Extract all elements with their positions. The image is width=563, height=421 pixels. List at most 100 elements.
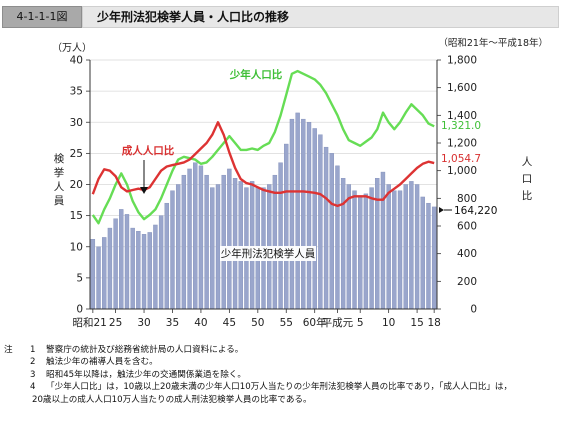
bar (215, 184, 221, 310)
bar (210, 187, 215, 310)
note-item: 2 触法少年の補導人員を含む。 (4, 356, 559, 368)
bar (284, 143, 289, 310)
end-value-bars: 164,220 (454, 205, 497, 217)
right-tick-label: 600 (457, 221, 477, 233)
note-number: 2 (30, 357, 36, 368)
left-tick-label: 25 (70, 148, 83, 160)
x-tick-label: 平成元 (322, 317, 354, 329)
bar (232, 178, 238, 310)
bar (170, 190, 175, 310)
bar (426, 202, 431, 310)
left-axis-title-char: 検 (54, 152, 65, 165)
bar (346, 184, 352, 310)
note-item: 4 「少年人口比」は，10歳以上20歳未満の少年人口10万人当たりの少年刑法犯検… (4, 381, 559, 393)
right-tick-label: 200 (457, 276, 477, 288)
left-tick-label: 35 (70, 86, 83, 98)
bar (329, 153, 334, 310)
right-axis-title-char: 人 (522, 156, 533, 168)
bar (431, 206, 437, 310)
bar (90, 239, 96, 310)
right-tick-label: 1,400 (447, 110, 477, 122)
bar (249, 181, 255, 310)
x-tick-label: 15 (410, 317, 423, 329)
bar (295, 112, 300, 310)
line-series-layer (91, 69, 435, 225)
labels-layer: （万人） （昭和21年～平成18年）検挙人員人口比少年人口比成人人口比少年刑法犯検… (52, 37, 548, 261)
x-tick-label: 30 (137, 317, 150, 329)
period-note: （昭和21年～平成18年） (438, 37, 548, 49)
note-number: 3 (30, 369, 36, 380)
bar (386, 184, 391, 310)
adult-line-label: 成人人口比 (122, 144, 175, 157)
note-continuation: 20歳以上の成人人口10万人当たりの成人刑法犯検挙人員の比率である。 (32, 394, 312, 405)
bar (369, 187, 374, 310)
right-tick-label: 1,800 (447, 55, 477, 67)
bar (335, 165, 340, 310)
bar (193, 162, 198, 310)
figure-number: 4-1-1-1図 (2, 6, 82, 28)
left-tick-label: 20 (70, 179, 83, 191)
boys-line-label: 少年人口比 (229, 68, 283, 81)
bar (204, 174, 209, 310)
bar (102, 237, 107, 310)
x-tick-label: 18 (427, 317, 440, 329)
notes-head: 注 (4, 345, 13, 355)
bar (352, 190, 357, 310)
bar (306, 122, 312, 310)
bar (164, 202, 169, 310)
right-tick-label: 0 (470, 304, 477, 316)
bar (420, 196, 425, 310)
right-axis-title-char: 比 (522, 189, 533, 202)
note-text: 触法少年の補導人員を含む。 (46, 357, 158, 368)
bar-series-少年刑法犯検挙人員 (90, 112, 437, 310)
bar (175, 184, 181, 310)
line-成人人口比 (91, 121, 435, 208)
note-item: 注 1 警察庁の統計及び総務省統計局の人口資料による。 (4, 344, 559, 356)
x-tick-label: 昭和21 (72, 317, 106, 329)
left-axis-title-char: 挙 (54, 166, 65, 179)
bar (198, 165, 204, 310)
left-axis-title-char: 員 (54, 195, 65, 207)
bar (113, 218, 118, 310)
bar (153, 224, 158, 310)
bar (289, 118, 295, 310)
x-tick-label: 60年 (303, 316, 327, 329)
right-tick-label: 1,200 (447, 138, 477, 150)
bar (124, 214, 130, 310)
left-tick-label: 15 (70, 210, 83, 222)
bar (278, 162, 283, 310)
bar (375, 178, 380, 310)
bar (181, 174, 187, 310)
bar (392, 190, 397, 310)
note-number: 1 (30, 345, 36, 355)
bar (397, 190, 403, 310)
left-axis-title-char: 人 (54, 181, 65, 193)
end-value-bars-arrowhead (439, 207, 444, 213)
bar (403, 184, 408, 310)
bar (130, 227, 135, 310)
x-tick-label: 40 (194, 317, 207, 329)
bar (158, 215, 164, 310)
bar (409, 181, 414, 310)
bar (96, 246, 101, 310)
bar (301, 118, 306, 310)
juvenile-crime-chart: 051015202530354002004006008001,0001,2001… (52, 37, 548, 329)
bar (363, 193, 369, 310)
bar (187, 168, 192, 310)
left-axis-unit: （万人） (52, 42, 92, 54)
left-tick-label: 5 (76, 272, 83, 284)
adult-label-arrowhead (140, 187, 148, 194)
note-text: 昭和45年以降は，触法少年の交通関係業過を除く。 (46, 369, 246, 380)
bar (107, 227, 113, 310)
x-tick-label: 35 (166, 317, 179, 329)
bar (136, 230, 141, 310)
figure-title-bar: 少年刑法犯検挙人員・人口比の推移 (82, 6, 559, 28)
bar (318, 134, 323, 310)
bar (221, 174, 226, 310)
x-tick-label: 55 (280, 317, 293, 329)
x-tick-label: 10 (382, 317, 395, 329)
right-axis-title-char: 口 (522, 173, 533, 185)
bars-label-backdrop (220, 246, 316, 261)
bar (312, 128, 317, 310)
bar (323, 146, 329, 310)
